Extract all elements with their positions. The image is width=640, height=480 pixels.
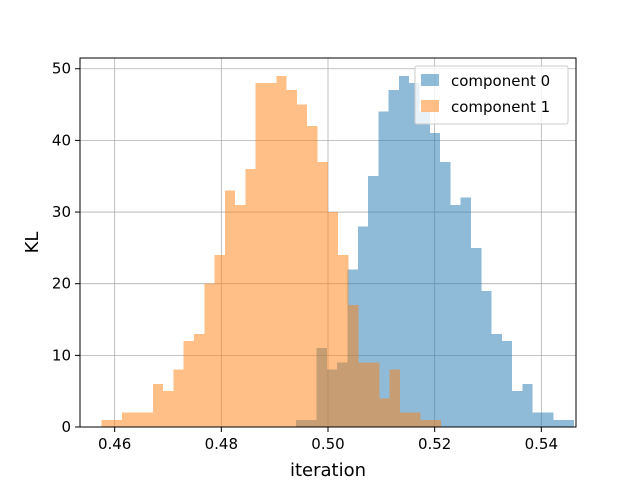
histogram-bar-component-1 <box>214 255 225 427</box>
legend: component 0 component 1 <box>414 65 569 125</box>
histogram-bar-component-1 <box>317 161 328 428</box>
histogram-bar-component-1 <box>307 126 318 427</box>
histogram-bar-component-1 <box>389 369 400 427</box>
histogram-bar-component-1 <box>193 333 205 427</box>
bars <box>101 75 574 428</box>
histogram-bar-component-1 <box>296 104 308 427</box>
histogram-bar-component-0 <box>501 341 513 427</box>
histogram-bar-component-1 <box>379 398 390 427</box>
histogram-bar-component-0 <box>398 75 410 427</box>
x-tick-label: 0.48 <box>205 435 238 453</box>
x-axis-label: iteration <box>290 460 366 480</box>
histogram-bar-component-1 <box>101 419 112 427</box>
x-tick-label: 0.54 <box>525 435 558 453</box>
legend-swatch-component-1 <box>421 100 439 112</box>
y-axis-label: KL <box>22 232 43 254</box>
histogram-bar-component-0 <box>368 176 379 427</box>
histogram-bar-component-0 <box>543 412 554 427</box>
histogram-bar-component-1 <box>348 305 359 427</box>
ticks: 0.46 0.48 0.50 0.52 0.54 0 10 20 30 40 50 <box>52 60 558 453</box>
histogram-bar-component-1 <box>286 90 297 427</box>
legend-label-component-1: component 1 <box>451 98 550 116</box>
histogram-bar-component-0 <box>440 161 451 428</box>
histogram-bar-component-1 <box>142 412 153 427</box>
histogram-bar-component-1 <box>420 419 431 427</box>
y-tick-label: 20 <box>52 275 71 293</box>
histogram-bar-component-1 <box>152 384 164 427</box>
histogram-bar-component-1 <box>410 412 421 427</box>
histogram-bar-component-0 <box>532 412 544 427</box>
histogram-bar-component-1 <box>327 212 339 427</box>
histogram-bar-component-0 <box>460 197 471 427</box>
y-tick-label: 0 <box>61 418 71 436</box>
histogram-bar-component-1 <box>255 83 267 427</box>
histogram-bar-component-1 <box>399 412 411 427</box>
histogram-bar-component-0 <box>491 333 502 427</box>
histogram-bar-component-1 <box>245 169 256 427</box>
x-tick-label: 0.50 <box>311 435 344 453</box>
y-tick-label: 10 <box>52 346 71 364</box>
legend-label-component-0: component 0 <box>451 72 550 90</box>
histogram-bar-component-0 <box>378 111 389 428</box>
legend-swatch-component-0 <box>421 74 439 86</box>
histogram-bar-component-0 <box>357 226 369 427</box>
histogram-bar-component-1 <box>183 341 194 427</box>
histogram-bar-component-0 <box>470 247 482 427</box>
histogram-bar-component-1 <box>132 412 143 427</box>
legend-box <box>414 65 569 125</box>
histogram-bar-component-1 <box>368 362 380 427</box>
histogram-bar-component-1 <box>266 83 277 427</box>
histogram-bar-component-0 <box>419 111 430 428</box>
x-tick-label: 0.52 <box>418 435 451 453</box>
histogram-bar-component-1 <box>121 412 133 427</box>
histogram-bar-component-0 <box>429 133 441 427</box>
histogram-bar-component-0 <box>512 391 523 427</box>
histogram-bar-component-1 <box>204 283 215 427</box>
histogram-bar-component-0 <box>388 90 399 427</box>
histogram-bar-component-1 <box>358 362 369 427</box>
histogram-bar-component-0 <box>450 204 461 427</box>
histogram-bar-component-1 <box>338 255 349 427</box>
histogram-bar-component-1 <box>111 419 122 427</box>
y-tick-label: 40 <box>52 131 71 149</box>
histogram-bar-component-0 <box>409 83 420 427</box>
histogram-bar-component-0 <box>481 290 492 427</box>
histogram-bar-component-0 <box>563 419 574 427</box>
histogram-bar-component-1 <box>173 369 184 427</box>
x-tick-label: 0.46 <box>98 435 131 453</box>
histogram-bar-component-1 <box>224 190 236 427</box>
histogram-bar-component-1 <box>235 204 246 427</box>
histogram-bar-component-0 <box>553 419 564 427</box>
histogram-bar-component-1 <box>430 419 442 427</box>
histogram-bar-component-1 <box>163 391 174 427</box>
y-tick-label: 50 <box>52 60 71 78</box>
histogram-bar-component-0 <box>522 384 533 427</box>
y-tick-label: 30 <box>52 203 71 221</box>
histogram-bar-component-1 <box>276 75 287 427</box>
